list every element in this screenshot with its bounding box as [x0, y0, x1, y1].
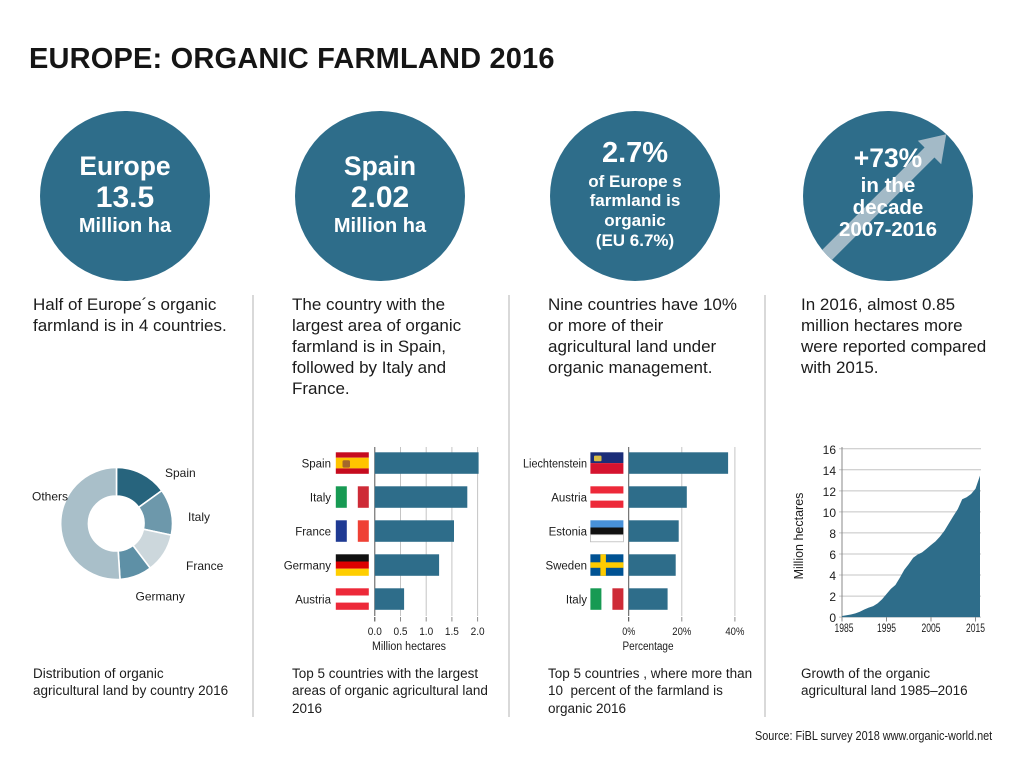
svg-text:0.5: 0.5 [394, 626, 408, 638]
svg-text:12: 12 [823, 485, 837, 499]
svg-text:1995: 1995 [877, 621, 896, 635]
svg-text:0%: 0% [622, 626, 635, 638]
svg-text:0: 0 [829, 611, 836, 625]
svg-text:Austria: Austria [295, 595, 331, 607]
svg-text:6: 6 [829, 548, 836, 562]
svg-text:1.5: 1.5 [445, 626, 459, 638]
svg-text:0.0: 0.0 [368, 626, 382, 638]
svg-text:2.0: 2.0 [471, 626, 485, 638]
svg-text:14: 14 [823, 464, 837, 478]
svg-text:16: 16 [823, 443, 837, 457]
svg-text:2: 2 [829, 590, 836, 604]
svg-text:2005: 2005 [922, 621, 941, 635]
svg-text:France: France [186, 559, 224, 573]
svg-text:Italy: Italy [566, 595, 587, 607]
svg-text:1985: 1985 [835, 621, 854, 635]
svg-text:Estonia: Estonia [549, 527, 588, 539]
svg-text:40%: 40% [725, 626, 744, 638]
svg-text:Italy: Italy [310, 493, 331, 505]
svg-text:8: 8 [829, 527, 836, 541]
svg-text:Italy: Italy [188, 510, 210, 524]
svg-text:10: 10 [823, 506, 837, 520]
svg-text:2015: 2015 [966, 621, 985, 635]
svg-text:Austria: Austria [551, 493, 587, 505]
svg-text:Spain: Spain [302, 459, 331, 471]
svg-text:Germany: Germany [284, 561, 332, 573]
svg-text:20%: 20% [672, 626, 691, 638]
svg-text:Million hectares: Million hectares [792, 493, 806, 580]
svg-text:1.0: 1.0 [419, 626, 433, 638]
svg-text:Million hectares: Million hectares [372, 641, 446, 653]
svg-text:Spain: Spain [165, 466, 196, 480]
svg-text:Others: Others [32, 490, 68, 504]
svg-text:4: 4 [829, 569, 836, 583]
svg-text:France: France [295, 527, 331, 539]
svg-text:Percentage: Percentage [623, 641, 674, 653]
svg-text:Sweden: Sweden [545, 561, 587, 573]
svg-text:Germany: Germany [136, 590, 185, 604]
svg-text:Liechtenstein: Liechtenstein [523, 459, 587, 471]
